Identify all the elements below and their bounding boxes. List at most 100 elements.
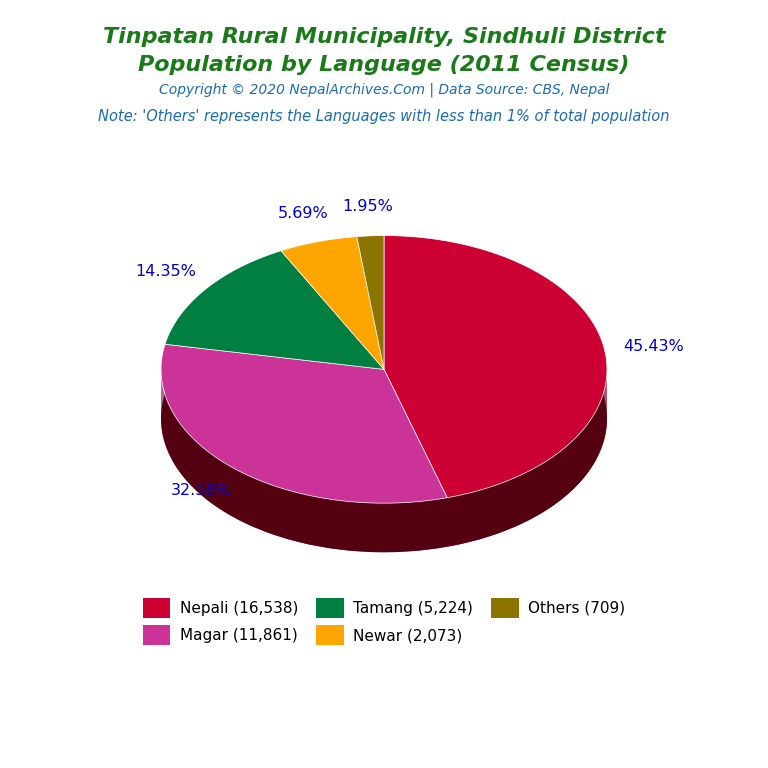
Polygon shape (465, 494, 467, 543)
Polygon shape (413, 502, 415, 551)
Polygon shape (445, 498, 447, 547)
Polygon shape (416, 502, 417, 551)
Polygon shape (310, 495, 312, 545)
Polygon shape (285, 489, 286, 539)
Polygon shape (319, 498, 321, 547)
Polygon shape (589, 421, 590, 472)
Polygon shape (235, 468, 236, 518)
Polygon shape (357, 236, 384, 369)
Polygon shape (340, 501, 342, 550)
Polygon shape (376, 503, 378, 552)
Polygon shape (195, 440, 196, 490)
Polygon shape (472, 492, 473, 541)
Polygon shape (272, 485, 273, 535)
Polygon shape (447, 498, 449, 547)
Polygon shape (591, 417, 592, 468)
Polygon shape (396, 503, 398, 552)
Polygon shape (220, 461, 222, 510)
Polygon shape (230, 466, 231, 516)
Polygon shape (425, 501, 426, 550)
Polygon shape (452, 497, 453, 546)
Polygon shape (273, 485, 274, 535)
Text: Population by Language (2011 Census): Population by Language (2011 Census) (138, 55, 630, 75)
Polygon shape (546, 461, 548, 511)
Polygon shape (298, 493, 299, 542)
Polygon shape (358, 502, 359, 551)
Polygon shape (379, 503, 381, 552)
Polygon shape (498, 484, 500, 534)
Polygon shape (292, 492, 293, 541)
Polygon shape (255, 478, 257, 528)
Polygon shape (487, 488, 488, 537)
Polygon shape (328, 499, 329, 548)
Polygon shape (426, 501, 428, 550)
Polygon shape (382, 503, 384, 552)
Polygon shape (522, 474, 524, 523)
Polygon shape (549, 458, 550, 508)
Polygon shape (352, 502, 353, 551)
Polygon shape (315, 497, 316, 546)
Polygon shape (392, 503, 393, 552)
Polygon shape (196, 441, 197, 491)
Polygon shape (204, 449, 205, 498)
Polygon shape (429, 500, 431, 549)
Polygon shape (268, 484, 269, 533)
Polygon shape (483, 488, 485, 538)
Polygon shape (343, 501, 345, 550)
Polygon shape (389, 503, 390, 552)
Polygon shape (531, 469, 532, 519)
Polygon shape (409, 502, 410, 551)
Polygon shape (422, 501, 423, 550)
Polygon shape (251, 477, 253, 527)
Polygon shape (435, 499, 437, 548)
Polygon shape (479, 490, 481, 539)
Polygon shape (223, 462, 225, 512)
Polygon shape (584, 427, 585, 477)
Polygon shape (295, 492, 296, 541)
Polygon shape (580, 432, 581, 482)
Polygon shape (283, 488, 284, 538)
Polygon shape (269, 484, 270, 534)
Polygon shape (274, 486, 276, 535)
Polygon shape (384, 369, 447, 547)
Polygon shape (199, 444, 200, 494)
Polygon shape (321, 498, 322, 547)
Polygon shape (219, 459, 220, 509)
Polygon shape (444, 498, 445, 548)
Polygon shape (191, 437, 192, 487)
Polygon shape (378, 503, 379, 552)
Polygon shape (437, 499, 439, 548)
Polygon shape (265, 482, 266, 532)
Polygon shape (562, 449, 564, 498)
Polygon shape (449, 497, 452, 546)
Polygon shape (302, 494, 303, 543)
Polygon shape (342, 501, 343, 550)
Polygon shape (583, 429, 584, 479)
Polygon shape (270, 485, 272, 534)
Polygon shape (553, 455, 554, 505)
Polygon shape (288, 490, 290, 540)
Polygon shape (212, 454, 213, 504)
Polygon shape (290, 491, 291, 540)
Polygon shape (226, 464, 227, 514)
Polygon shape (261, 481, 263, 531)
Polygon shape (467, 493, 469, 542)
Polygon shape (488, 487, 490, 537)
Polygon shape (571, 442, 572, 492)
Polygon shape (366, 503, 367, 552)
Polygon shape (459, 495, 462, 545)
Polygon shape (490, 486, 492, 536)
Text: Note: 'Others' represents the Languages with less than 1% of total population: Note: 'Others' represents the Languages … (98, 109, 670, 124)
Polygon shape (225, 463, 226, 513)
Polygon shape (540, 464, 541, 514)
Polygon shape (577, 435, 578, 486)
Polygon shape (339, 500, 340, 550)
Polygon shape (203, 447, 204, 497)
Polygon shape (457, 495, 459, 545)
Polygon shape (333, 499, 334, 549)
Polygon shape (305, 495, 306, 544)
Polygon shape (519, 475, 521, 525)
Polygon shape (350, 502, 352, 551)
Polygon shape (244, 474, 245, 523)
Polygon shape (529, 470, 531, 520)
